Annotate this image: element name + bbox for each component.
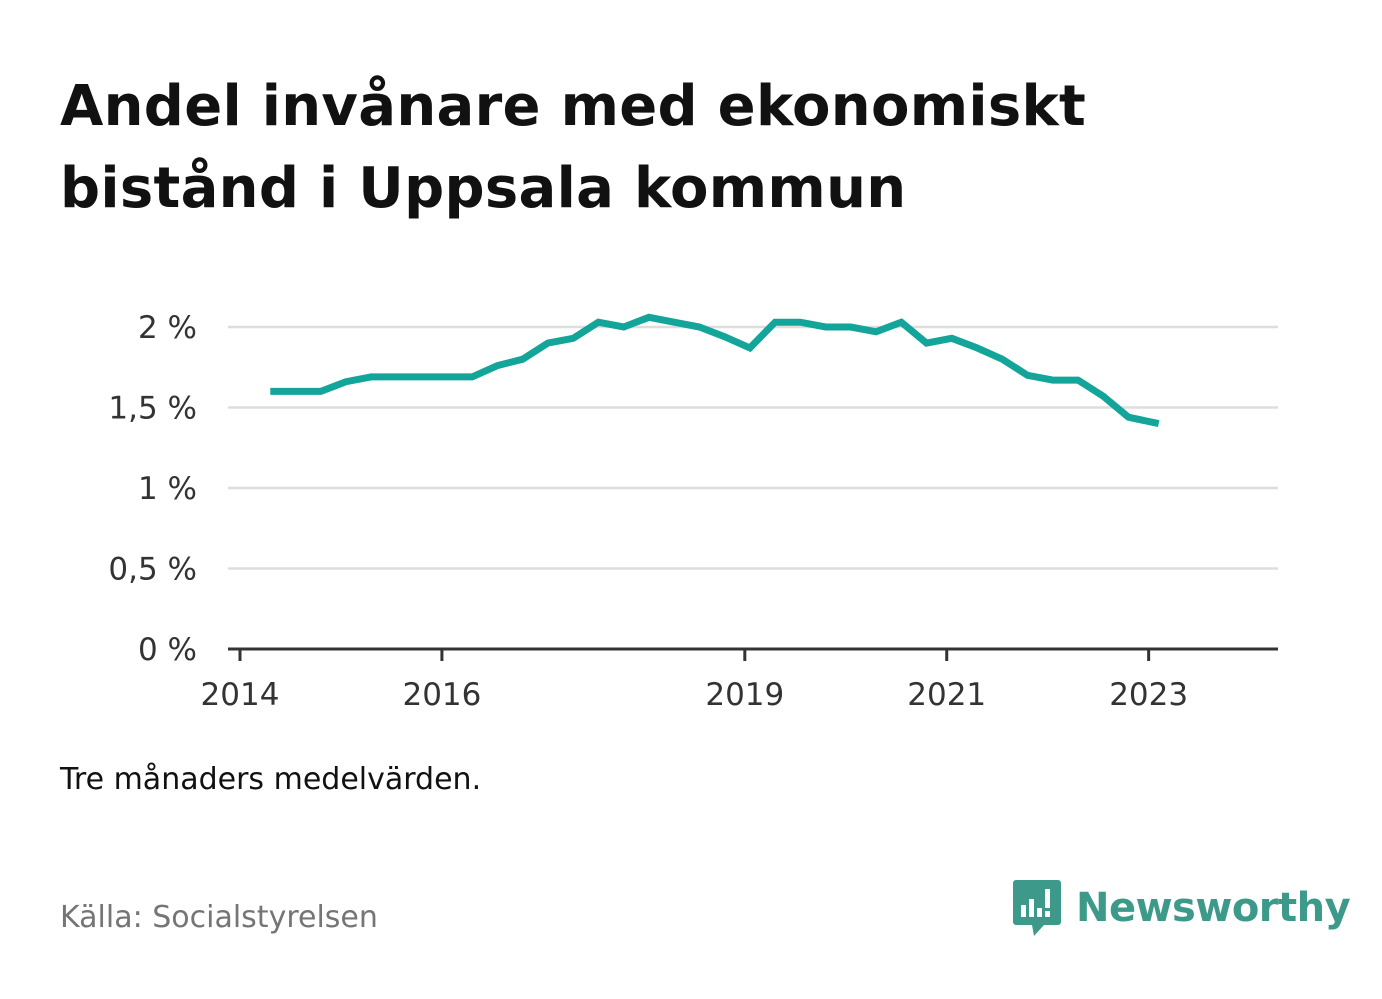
x-tick-label: 2019 [705,677,784,713]
x-axis: 2014 2016 2019 2021 2023 [201,647,1278,713]
chart-title: Andel invånare med ekonomiskt bistånd i … [60,74,1087,221]
brand-name: Newsworthy [1076,885,1351,931]
grid-lines [228,325,1278,570]
source-label: Källa: Socialstyrelsen [60,900,378,935]
y-axis-ticks: 0 % 0,5 % 1 % 1,5 % 2 % [108,310,197,668]
x-tick-label: 2023 [1109,677,1188,713]
x-tick-label: 2016 [402,677,481,713]
y-tick-label: 2 % [138,310,197,346]
newsworthy-brand[interactable]: Newsworthy [1012,878,1351,938]
x-tick-label: 2014 [201,677,280,713]
y-tick-label: 1 % [138,471,197,507]
series-line [270,313,1160,428]
series-lines [270,313,1160,428]
y-tick-label: 0 % [138,632,197,668]
y-tick-label: 1,5 % [108,391,197,427]
newsworthy-logo-icon [1013,880,1061,936]
chart-note: Tre månaders medelvärden. [60,762,482,797]
x-tick-label: 2021 [907,677,986,713]
y-tick-label: 0,5 % [108,552,197,588]
